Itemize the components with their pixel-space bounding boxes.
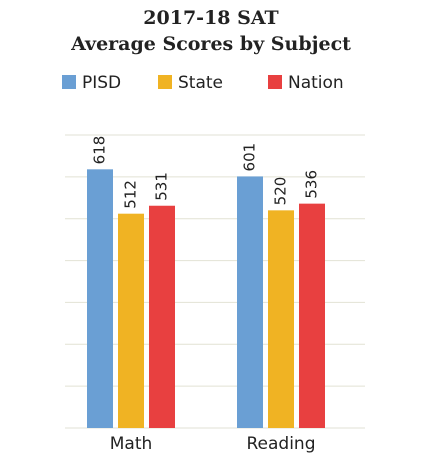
bar — [87, 169, 113, 428]
bar — [118, 213, 144, 428]
data-label: 512 — [122, 180, 140, 209]
chart-subtitle: Average Scores by Subject — [70, 33, 351, 55]
legend-label: State — [178, 73, 223, 93]
legend-label: Nation — [288, 73, 344, 93]
chart-title: 2017-18 SAT — [143, 7, 278, 29]
data-label: 520 — [272, 177, 290, 206]
bar — [237, 176, 263, 428]
data-label: 601 — [241, 143, 259, 172]
data-label: 531 — [153, 172, 171, 201]
data-label: 536 — [303, 170, 321, 199]
legend-swatch — [62, 75, 76, 89]
x-tick-label: Reading — [246, 434, 315, 454]
bar — [149, 205, 175, 428]
legend-swatch — [268, 75, 282, 89]
bar — [299, 203, 325, 428]
data-label: 618 — [91, 136, 109, 165]
legend-swatch — [158, 75, 172, 89]
legend-label: PISD — [82, 73, 121, 93]
x-tick-label: Math — [110, 434, 153, 454]
bar — [268, 210, 294, 428]
